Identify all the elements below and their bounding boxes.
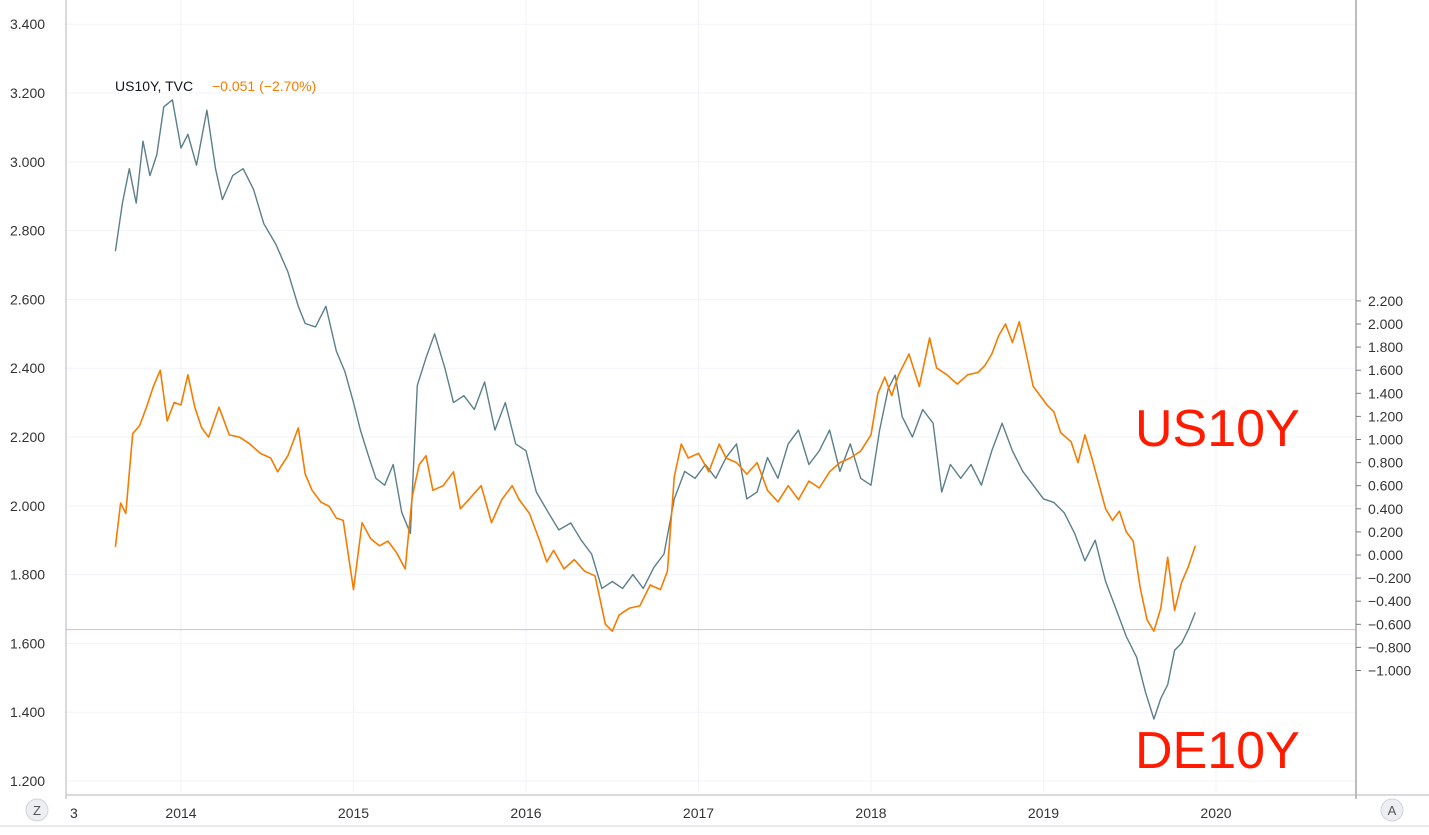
y-right-tick-label: 0.800 (1368, 455, 1403, 471)
y-left-tick-label: 2.000 (10, 498, 45, 514)
timezone-button[interactable]: Z (25, 798, 49, 822)
annotation-de10y: DE10Y (1135, 722, 1300, 780)
x-tick-label: 2019 (1028, 805, 1059, 821)
y-right-tick-label: −0.800 (1368, 639, 1411, 655)
y-right-tick-label: 1.200 (1368, 408, 1403, 424)
y-right-tick-label: 0.400 (1368, 501, 1403, 517)
y-right-tick-label: 1.000 (1368, 432, 1403, 448)
series-layer (114, 99, 1197, 720)
y-right-tick-label: 0.200 (1368, 524, 1403, 540)
y-left-tick-label: 2.400 (10, 360, 45, 376)
series-line-us10y (114, 99, 1196, 720)
x-tick-label: 2020 (1200, 805, 1231, 821)
y-left-tick-label: 2.800 (10, 223, 45, 239)
x-tick-label: 2014 (165, 805, 196, 821)
x-tick-label: 2015 (338, 805, 369, 821)
y-right-tick-label: 2.000 (1368, 316, 1403, 332)
auto-scale-button-bg[interactable] (1380, 798, 1404, 822)
y-left-tick-label: 3.200 (10, 85, 45, 101)
y-right-tick-label: 1.800 (1368, 339, 1403, 355)
y-left-tick-label: 2.600 (10, 291, 45, 307)
tick-labels: 3.400 3.200 3.000 2.800 2.600 2.400 2.200 2.000… (10, 16, 1411, 821)
y-right-tick-label: −1.000 (1368, 663, 1411, 679)
x-tick-label: 3 (70, 805, 78, 821)
y-right-tick-label: −0.200 (1368, 570, 1411, 586)
grid (66, 0, 1356, 792)
auto-scale-button[interactable]: A (1380, 798, 1404, 822)
auto-scale-button-label[interactable]: A (1388, 803, 1397, 818)
y-left-tick-label: 1.400 (10, 704, 45, 720)
series-line-de10y (114, 320, 1197, 632)
y-right-tick-label: −0.400 (1368, 593, 1411, 609)
y-right-tick-label: 1.600 (1368, 362, 1403, 378)
y-left-tick-label: 1.800 (10, 567, 45, 583)
y-right-tick-label: 2.200 (1368, 293, 1403, 309)
y-left-tick-label: 3.000 (10, 154, 45, 170)
y-left-tick-label: 1.600 (10, 635, 45, 651)
y-right-tick-label: −0.600 (1368, 616, 1411, 632)
x-tick-label: 2016 (510, 805, 541, 821)
annotation-us10y: US10Y (1135, 400, 1300, 458)
y-right-tick-label: 1.400 (1368, 385, 1403, 401)
y-left-tick-label: 3.400 (10, 16, 45, 32)
timezone-button-bg[interactable] (25, 798, 49, 822)
timezone-button-label[interactable]: Z (33, 803, 41, 818)
y-right-tick-label: 0.600 (1368, 478, 1403, 494)
legend-change: −0.051 (−2.70%) (212, 78, 316, 94)
x-tick-label: 2017 (683, 805, 714, 821)
y-left-tick-label: 2.200 (10, 429, 45, 445)
legend-symbol: US10Y, TVC (115, 78, 193, 94)
y-left-tick-label: 1.200 (10, 773, 45, 789)
x-tick-label: 2018 (855, 805, 886, 821)
y-right-tick-label: 0.000 (1368, 547, 1403, 563)
